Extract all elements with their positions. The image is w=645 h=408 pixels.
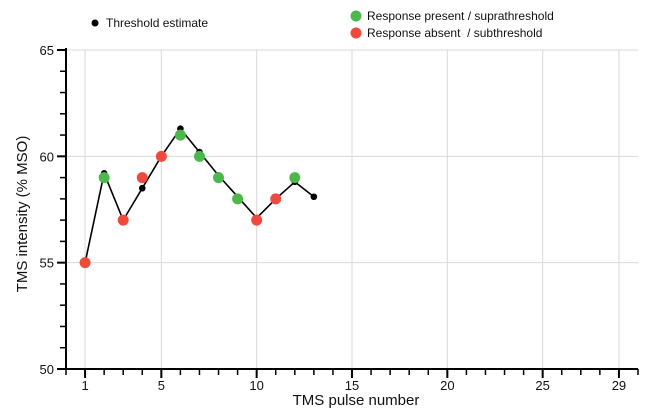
threshold-point-13 — [310, 193, 318, 201]
y-tick-labels: 50 55 60 65 — [40, 43, 54, 377]
legend-label-present: Response present / suprathreshold — [367, 9, 554, 23]
x-tick-label-15: 15 — [345, 378, 359, 393]
x-minor-ticks — [65, 369, 639, 378]
threshold-point-4 — [138, 184, 146, 192]
x-axis-title: TMS pulse number — [293, 392, 420, 408]
y-minor-ticks — [57, 49, 66, 370]
legend-label-threshold: Threshold estimate — [106, 16, 208, 30]
response-absent-point-1 — [79, 257, 91, 269]
grid — [66, 49, 638, 369]
legend-marker-absent — [350, 27, 362, 39]
legend-marker-threshold — [91, 19, 99, 27]
y-tick-label-60: 60 — [40, 149, 54, 164]
legend-label-absent: Response absent / subthreshold — [367, 26, 542, 40]
legend-marker-present — [350, 10, 362, 22]
x-tick-label-25: 25 — [535, 378, 549, 393]
response-present-point-8 — [213, 172, 225, 184]
y-axis-title: TMS intensity (% MSO) — [14, 136, 31, 293]
response-present-point-2 — [98, 172, 110, 184]
x-tick-label-1: 1 — [81, 378, 88, 393]
data-points — [79, 125, 318, 269]
y-tick-label-55: 55 — [40, 256, 54, 271]
x-tick-label-20: 20 — [440, 378, 454, 393]
response-present-point-7 — [193, 150, 205, 162]
response-present-point-9 — [232, 193, 244, 205]
x-tick-label-10: 10 — [249, 378, 263, 393]
response-absent-point-3 — [117, 214, 129, 226]
response-absent-point-5 — [155, 150, 167, 162]
response-absent-point-4 — [136, 172, 148, 184]
x-tick-label-29: 29 — [612, 378, 626, 393]
response-present-point-12 — [289, 172, 301, 184]
response-absent-point-10 — [251, 214, 263, 226]
response-present-point-6 — [174, 129, 186, 141]
response-absent-point-11 — [270, 193, 282, 205]
x-tick-label-5: 5 — [158, 378, 165, 393]
y-tick-label-50: 50 — [40, 362, 54, 377]
x-tick-labels: 1 5 10 15 20 25 29 — [81, 378, 626, 393]
legend: Threshold estimate Response present / su… — [91, 9, 554, 40]
y-tick-label-65: 65 — [40, 43, 54, 58]
